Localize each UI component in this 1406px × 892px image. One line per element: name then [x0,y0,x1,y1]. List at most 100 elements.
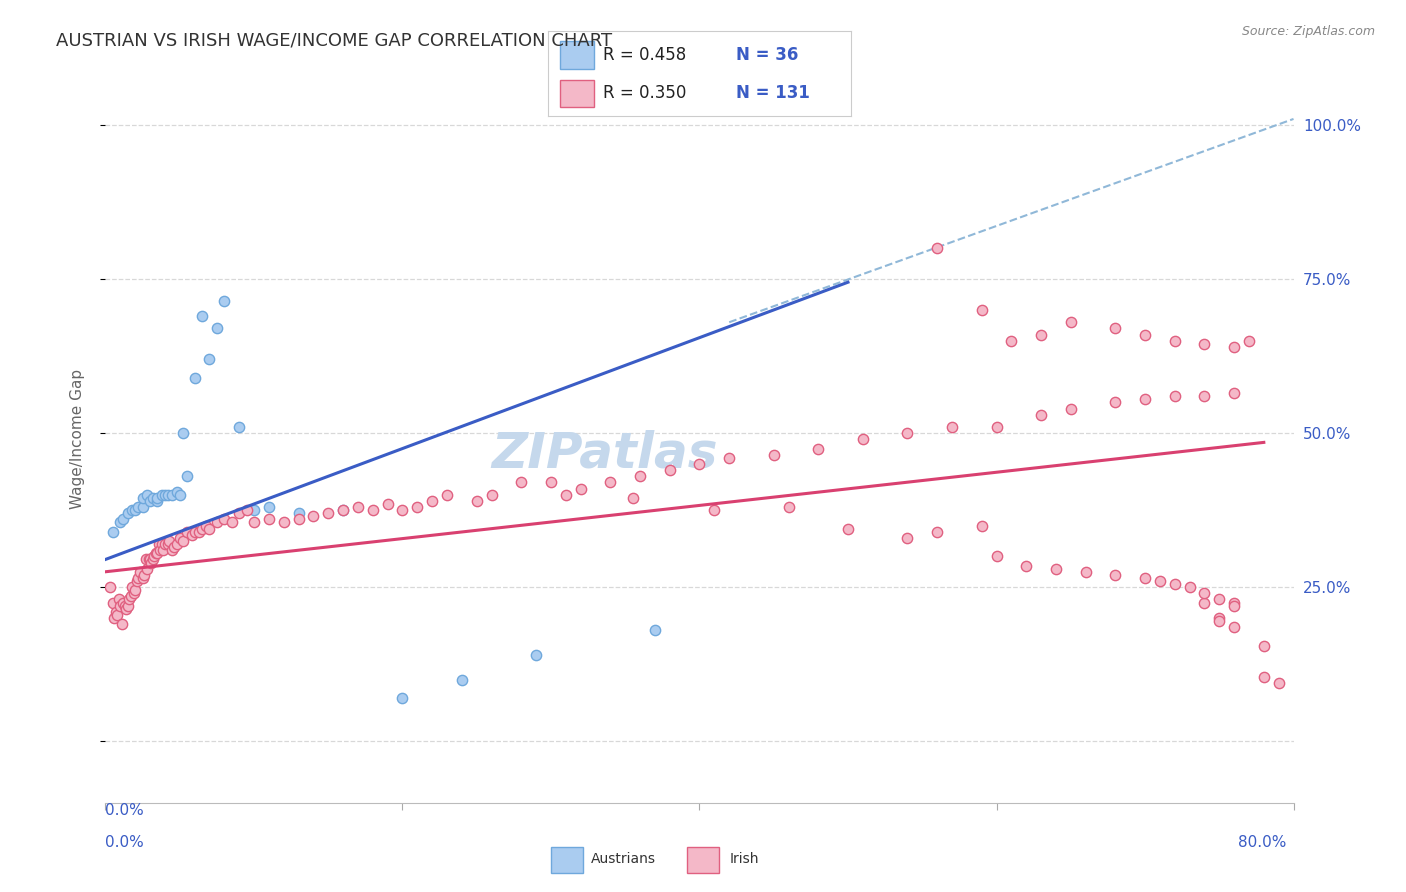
Point [127,571,149,585]
Point [1104,567,1126,582]
Point [621,491,644,505]
Point [131,491,153,505]
Point [235,503,257,517]
Point [121,503,143,517]
Point [450,673,472,687]
Point [176,469,198,483]
Point [1194,336,1216,351]
Point [1029,408,1052,422]
Point [142,552,165,566]
Point [180,528,202,542]
Point [214,293,236,308]
Point [152,543,174,558]
Point [131,571,153,585]
Y-axis label: Wage/Income Gap: Wage/Income Gap [70,369,84,509]
Point [110,516,132,530]
Point [391,503,413,517]
Point [112,512,135,526]
Point [287,512,309,526]
Point [896,426,918,441]
Point [117,599,139,613]
Text: Source: ZipAtlas.com: Source: ZipAtlas.com [1241,25,1375,38]
Point [718,450,741,465]
Point [1223,386,1246,401]
Point [524,648,547,662]
Point [128,565,150,579]
Point [1045,562,1067,576]
Point [104,605,127,619]
Point [332,503,354,517]
Point [176,524,198,539]
Point [1133,571,1156,585]
Point [142,491,165,505]
Point [149,543,172,558]
Point [198,352,221,367]
Point [762,448,785,462]
Point [148,537,170,551]
Point [1133,327,1156,342]
Point [1208,614,1230,628]
Point [150,488,173,502]
Point [198,522,221,536]
Point [1237,334,1260,348]
Point [1074,565,1097,579]
Point [257,512,280,526]
Point [361,503,384,517]
Bar [551,847,583,872]
Point [1164,334,1187,348]
Point [136,562,159,576]
Point [115,601,138,615]
Point [153,537,176,551]
Point [191,309,214,323]
Point [243,503,266,517]
Point [689,457,711,471]
Point [302,509,325,524]
Point [1178,580,1201,594]
Point [599,475,621,490]
Point [628,469,651,483]
Point [569,482,592,496]
Point [273,516,295,530]
Point [98,580,121,594]
Point [105,607,128,622]
Point [1164,577,1187,591]
Text: 80.0%: 80.0% [1239,836,1286,850]
Point [191,522,214,536]
Point [347,500,370,514]
Point [377,497,399,511]
Point [406,500,429,514]
Point [465,494,488,508]
Text: R = 0.350: R = 0.350 [603,84,686,102]
Point [316,506,339,520]
Point [156,537,179,551]
Text: 0.0%: 0.0% [105,803,145,818]
Point [125,574,148,588]
Point [139,552,162,566]
Point [122,586,145,600]
Point [1015,558,1038,573]
Point [1253,639,1275,653]
Point [139,494,162,508]
Text: N = 36: N = 36 [735,46,799,64]
Bar [561,80,593,108]
Point [121,580,143,594]
Point [1223,620,1246,634]
Point [163,540,186,554]
Point [540,475,562,490]
Text: 0.0%: 0.0% [105,836,145,850]
Point [166,484,188,499]
Point [852,433,875,447]
Point [111,617,134,632]
Point [101,596,124,610]
Bar [688,847,720,872]
Point [101,524,124,539]
Point [145,546,167,560]
Point [162,543,184,558]
Text: Austrians: Austrians [591,852,657,865]
Point [205,516,228,530]
Point [778,500,800,514]
Point [169,488,191,502]
Point [1164,389,1187,403]
Point [169,531,191,545]
Point [1194,586,1216,600]
